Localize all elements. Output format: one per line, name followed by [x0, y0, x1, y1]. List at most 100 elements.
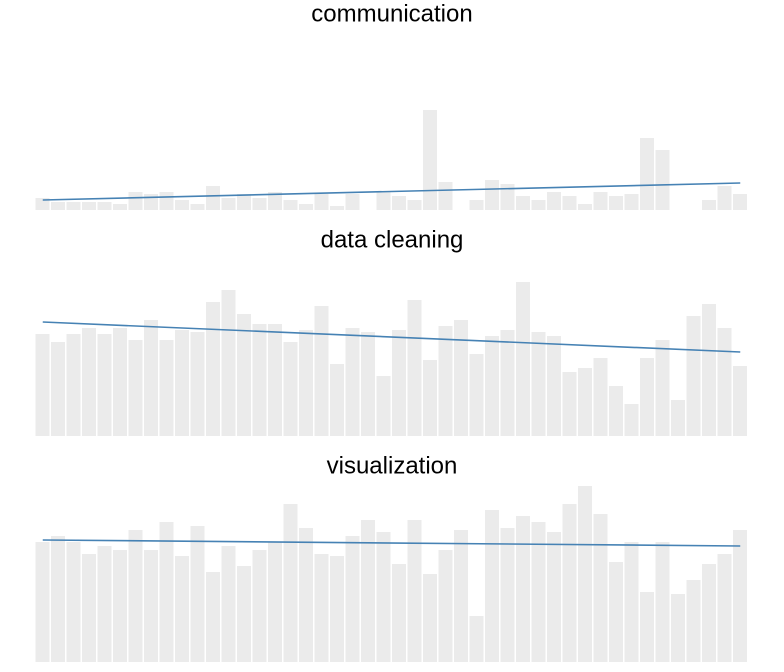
bar	[702, 564, 716, 662]
bar	[82, 554, 96, 662]
bar	[330, 364, 344, 436]
bar	[624, 194, 639, 210]
bar	[438, 326, 453, 436]
bar	[345, 536, 360, 662]
bar	[66, 542, 81, 662]
bar	[609, 562, 623, 662]
bar	[159, 340, 174, 436]
bar	[190, 526, 205, 662]
bar	[640, 358, 654, 436]
bar	[593, 514, 608, 662]
bar	[593, 192, 608, 210]
bar	[578, 486, 592, 662]
bar	[206, 572, 220, 662]
bar	[190, 204, 205, 210]
bar	[593, 358, 608, 436]
bar	[392, 564, 406, 662]
bar	[175, 200, 189, 210]
bar	[717, 554, 732, 662]
bar	[283, 504, 298, 662]
bar	[562, 372, 577, 436]
trend-line	[42, 539, 741, 547]
bar	[531, 522, 546, 662]
bar	[35, 334, 50, 436]
bar	[547, 192, 561, 210]
bar	[562, 504, 577, 662]
bar	[361, 332, 375, 436]
bar	[144, 320, 158, 436]
bar	[314, 306, 329, 436]
bar	[671, 594, 685, 662]
bar	[237, 194, 251, 210]
bar	[469, 616, 484, 662]
bar	[283, 200, 298, 210]
bar	[345, 328, 360, 436]
bar	[547, 532, 561, 662]
bar	[717, 328, 732, 436]
bar	[485, 336, 499, 436]
bar	[314, 554, 329, 662]
bar	[376, 532, 391, 662]
bar	[35, 198, 50, 210]
bar	[702, 304, 716, 436]
bar	[283, 342, 298, 436]
bar	[299, 330, 313, 436]
bar	[376, 192, 391, 210]
bar	[609, 196, 623, 210]
bar	[640, 592, 654, 662]
bar	[376, 376, 391, 436]
bar	[702, 200, 716, 210]
panel-title: visualization	[327, 452, 458, 479]
bar	[500, 330, 515, 436]
bar	[268, 192, 282, 210]
bar	[144, 194, 158, 210]
trend-line	[42, 182, 741, 201]
bar	[516, 196, 530, 210]
bar	[113, 204, 127, 210]
bar	[237, 566, 251, 662]
bar	[686, 580, 701, 662]
trend-line	[42, 321, 741, 353]
bar	[221, 198, 236, 210]
bar	[206, 302, 220, 436]
bar	[655, 340, 670, 436]
bar	[407, 520, 422, 662]
bar	[655, 542, 670, 662]
bar	[733, 366, 747, 436]
bar	[640, 138, 654, 210]
bar	[485, 510, 499, 662]
bar	[330, 206, 344, 210]
bar	[469, 354, 484, 436]
bar	[175, 556, 189, 662]
bar	[97, 334, 112, 436]
bar	[97, 202, 112, 210]
bar	[454, 530, 468, 662]
panel-title: data cleaning	[321, 226, 464, 253]
bar	[66, 202, 81, 210]
panel-title: communication	[311, 0, 472, 27]
bar	[717, 186, 732, 210]
bar	[221, 290, 236, 436]
bar	[438, 182, 453, 210]
bar	[144, 550, 158, 662]
bar	[252, 550, 267, 662]
bar	[562, 196, 577, 210]
bar	[252, 324, 267, 436]
bar	[97, 546, 112, 662]
bar	[578, 368, 592, 436]
bar	[655, 150, 670, 210]
bar	[330, 556, 344, 662]
bar	[624, 404, 639, 436]
bar	[624, 542, 639, 662]
bar	[500, 528, 515, 662]
bar	[51, 202, 65, 210]
bar	[113, 550, 127, 662]
bar	[531, 200, 546, 210]
bar	[128, 340, 143, 436]
bar	[423, 574, 437, 662]
bar	[469, 200, 484, 210]
bar	[237, 314, 251, 436]
bar	[547, 336, 561, 436]
bar	[686, 316, 701, 436]
